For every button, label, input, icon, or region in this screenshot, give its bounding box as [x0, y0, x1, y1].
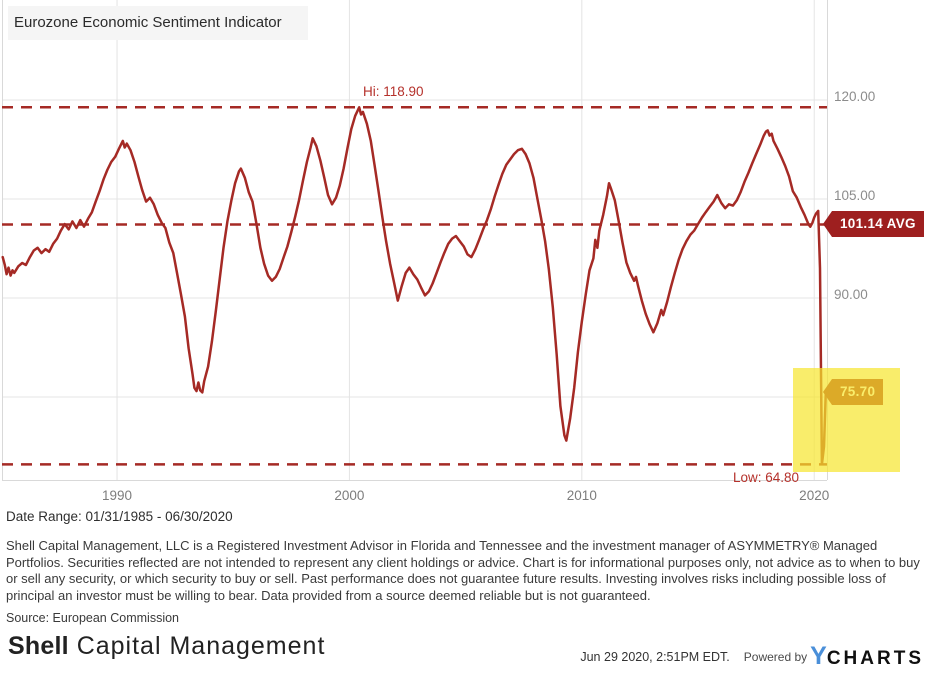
disclaimer-text: Shell Capital Management, LLC is a Regis…	[6, 538, 920, 603]
hi-annotation: Hi: 118.90	[363, 84, 424, 100]
ycharts-y-glyph: Y	[810, 642, 827, 670]
logo-shell-text: Shell	[8, 632, 69, 660]
y-axis-tick-label: 120.00	[834, 89, 876, 104]
chart-region: Eurozone Economic Sentiment Indicator Hi…	[1, 0, 924, 503]
shell-capital-logo: Shell Capital Management	[8, 632, 325, 661]
chart-title-box: Eurozone Economic Sentiment Indicator	[8, 6, 308, 40]
powered-by-text: Powered by	[743, 649, 808, 664]
timestamp-text: Jun 29 2020, 2:51PM EDT.	[580, 649, 730, 664]
chart-title: Eurozone Economic Sentiment Indicator	[14, 14, 282, 31]
x-axis-tick-label: 2000	[334, 488, 365, 503]
ycharts-logo: YCHARTS	[810, 644, 924, 669]
low-annotation: Low: 64.80	[733, 470, 800, 486]
y-axis-tick-label: 105.00	[834, 188, 876, 203]
avg-value-badge: 101.14 AVG	[823, 211, 924, 238]
ycharts-charts-text: CHARTS	[826, 648, 924, 669]
logo-capital-management-text: Capital Management	[68, 632, 326, 660]
x-axis-tick-label: 1990	[102, 488, 133, 503]
x-axis-tick-label: 2010	[566, 488, 597, 503]
sentiment-line-chart	[1, 0, 828, 481]
date-range-text: Date Range: 01/31/1985 - 06/30/2020	[6, 509, 233, 524]
sentiment-series-path	[1, 106, 828, 466]
footer-attribution: Jun 29 2020, 2:51PM EDT. Powered by YCHA…	[580, 644, 924, 669]
x-axis-tick-label: 2020	[799, 488, 830, 503]
source-text: Source: European Commission	[6, 611, 179, 625]
y-axis-tick-label: 90.00	[834, 287, 868, 302]
highlight-overlay	[793, 368, 900, 472]
